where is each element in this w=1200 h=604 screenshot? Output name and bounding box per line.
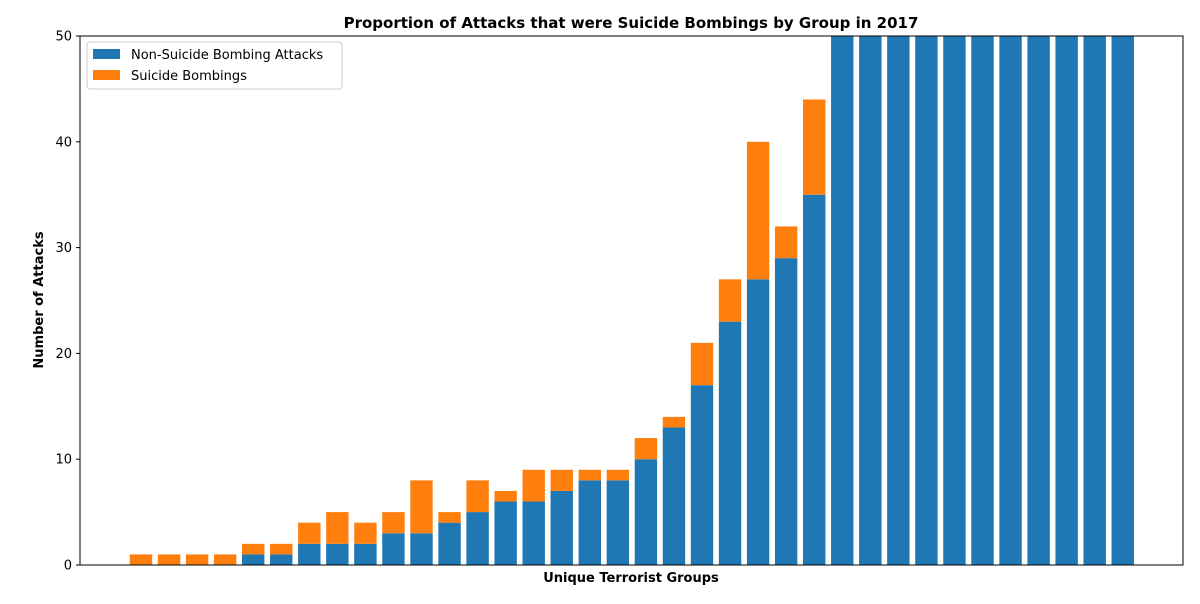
bar-non-suicide xyxy=(578,480,601,565)
legend-label-suicide: Suicide Bombings xyxy=(131,69,247,84)
plot-area xyxy=(80,36,1183,565)
bar-non-suicide xyxy=(915,36,938,565)
y-axis-ticks: 0 10 20 30 40 50 xyxy=(55,30,80,574)
y-tick-label: 50 xyxy=(55,30,72,45)
legend-label-non-suicide: Non-Suicide Bombing Attacks xyxy=(131,48,323,63)
bar-non-suicide xyxy=(466,512,489,565)
bar-non-suicide xyxy=(887,36,910,565)
bar-suicide xyxy=(746,141,770,280)
bar-suicide xyxy=(129,554,153,565)
bar-suicide xyxy=(438,512,461,523)
bar-non-suicide xyxy=(298,543,321,565)
bar-non-suicide xyxy=(1083,36,1106,565)
bar-non-suicide xyxy=(662,427,686,565)
bars-group xyxy=(129,36,1134,565)
bar-non-suicide xyxy=(522,501,545,565)
bar-suicide xyxy=(662,416,686,428)
bar-non-suicide xyxy=(943,36,966,565)
bar-suicide xyxy=(298,522,321,544)
legend: Non-Suicide Bombing Attacks Suicide Bomb… xyxy=(86,41,343,90)
bar-non-suicide xyxy=(774,258,798,565)
bar-non-suicide xyxy=(242,554,265,565)
bar-non-suicide xyxy=(382,533,405,565)
bar-non-suicide xyxy=(971,36,994,565)
legend-swatch-suicide xyxy=(93,70,120,80)
bar-non-suicide xyxy=(746,279,770,565)
plot-frame xyxy=(79,35,1184,566)
bar-suicide xyxy=(522,469,545,502)
bar-non-suicide xyxy=(999,36,1022,565)
bar-suicide xyxy=(774,226,798,259)
bar-suicide xyxy=(242,543,265,555)
bar-suicide xyxy=(634,438,658,460)
bar-non-suicide xyxy=(410,533,433,565)
bar-non-suicide xyxy=(606,480,630,565)
bar-non-suicide xyxy=(1027,36,1050,565)
bar-suicide xyxy=(326,512,349,544)
bar-non-suicide xyxy=(354,543,377,565)
bar-non-suicide xyxy=(494,501,517,565)
bar-suicide xyxy=(803,99,826,195)
bar-suicide xyxy=(382,512,405,534)
bar-non-suicide xyxy=(1111,36,1134,565)
y-tick-label: 10 xyxy=(55,453,72,468)
bar-non-suicide xyxy=(550,490,573,565)
bar-non-suicide xyxy=(690,385,714,565)
y-axis-label: Number of Attacks xyxy=(32,231,47,368)
y-tick-label: 30 xyxy=(55,241,72,256)
chart-title: Proportion of Attacks that were Suicide … xyxy=(344,14,919,32)
bar-suicide xyxy=(494,490,517,502)
legend-swatch-non-suicide xyxy=(93,49,120,59)
bar-non-suicide xyxy=(1055,36,1078,565)
x-axis-label: Unique Terrorist Groups xyxy=(543,571,719,586)
bar-suicide xyxy=(270,543,293,555)
legend-box xyxy=(86,41,343,90)
bar-non-suicide xyxy=(859,36,882,565)
bar-suicide xyxy=(354,522,377,544)
bar-suicide xyxy=(718,279,742,322)
bar-non-suicide xyxy=(438,522,461,565)
bar-suicide xyxy=(157,554,181,565)
bar-suicide xyxy=(410,480,433,534)
y-tick-label: 20 xyxy=(55,347,72,362)
y-tick-label: 0 xyxy=(64,559,72,574)
bar-non-suicide xyxy=(634,459,658,565)
bar-non-suicide xyxy=(831,36,854,565)
bar-suicide xyxy=(466,480,489,513)
bar-non-suicide xyxy=(326,543,349,565)
bar-non-suicide xyxy=(718,321,742,565)
bar-non-suicide xyxy=(803,194,826,565)
bar-suicide xyxy=(606,469,630,481)
bar-suicide xyxy=(578,469,601,481)
bar-suicide xyxy=(690,342,714,386)
bar-non-suicide xyxy=(270,554,293,565)
bar-suicide xyxy=(550,469,573,491)
bar-suicide xyxy=(185,554,209,565)
bar-suicide xyxy=(213,554,237,565)
y-tick-label: 40 xyxy=(55,135,72,150)
